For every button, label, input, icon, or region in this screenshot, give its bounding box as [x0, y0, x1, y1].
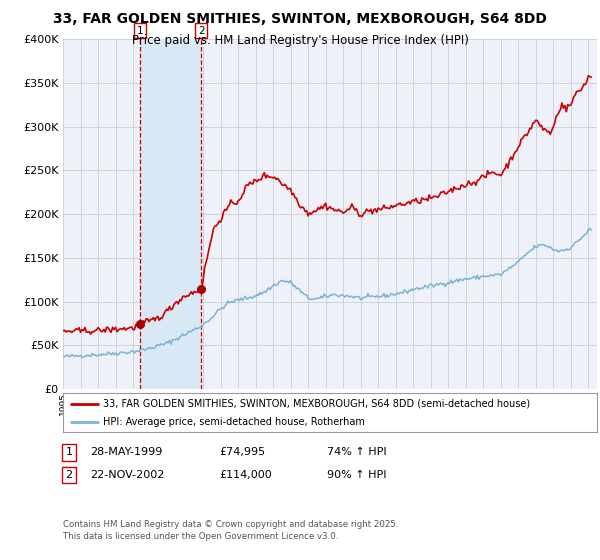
Text: 2: 2	[65, 470, 73, 480]
Text: 22-NOV-2002: 22-NOV-2002	[90, 470, 164, 480]
Text: Contains HM Land Registry data © Crown copyright and database right 2025.
This d: Contains HM Land Registry data © Crown c…	[63, 520, 398, 541]
Text: HPI: Average price, semi-detached house, Rotherham: HPI: Average price, semi-detached house,…	[103, 417, 365, 427]
Text: 90% ↑ HPI: 90% ↑ HPI	[327, 470, 386, 480]
Text: 1: 1	[137, 26, 143, 36]
Bar	[140, 39, 201, 389]
Text: 74% ↑ HPI: 74% ↑ HPI	[327, 447, 386, 458]
Text: 28-MAY-1999: 28-MAY-1999	[90, 447, 163, 458]
Text: £74,995: £74,995	[219, 447, 265, 458]
Text: 2: 2	[198, 26, 205, 36]
Text: 33, FAR GOLDEN SMITHIES, SWINTON, MEXBOROUGH, S64 8DD: 33, FAR GOLDEN SMITHIES, SWINTON, MEXBOR…	[53, 12, 547, 26]
Text: 1: 1	[65, 447, 73, 458]
Text: 33, FAR GOLDEN SMITHIES, SWINTON, MEXBOROUGH, S64 8DD (semi-detached house): 33, FAR GOLDEN SMITHIES, SWINTON, MEXBOR…	[103, 399, 530, 409]
Text: £114,000: £114,000	[219, 470, 272, 480]
Text: Price paid vs. HM Land Registry's House Price Index (HPI): Price paid vs. HM Land Registry's House …	[131, 34, 469, 46]
